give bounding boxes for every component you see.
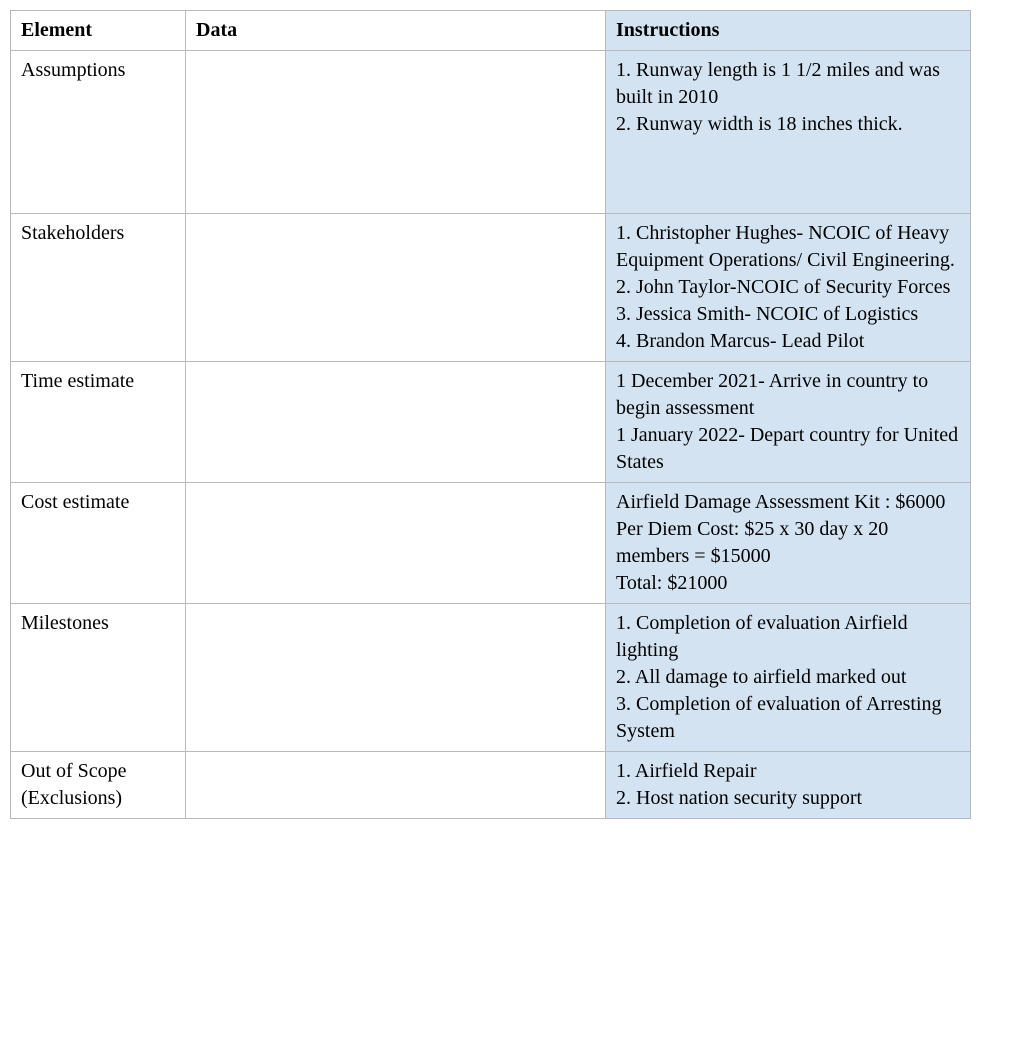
instructions-cell: 1. Completion of evaluation Airfield lig…	[606, 604, 971, 752]
instruction-line: Per Diem Cost: $25 x 30 day x 20 members…	[616, 516, 960, 570]
table-row-time_estimate: Time estimate 1 December 2021- Arrive in …	[11, 362, 971, 483]
instruction-line: 2. Runway width is 18 inches thick.	[616, 111, 960, 138]
data-cell	[186, 483, 606, 604]
instruction-line: 1. Runway length is 1 1/2 miles and was …	[616, 57, 960, 111]
table-row-stakeholders: Stakeholders 1. Christopher Hughes- NCOIC…	[11, 214, 971, 362]
table-row-milestones: Milestones 1. Completion of evaluation Ai…	[11, 604, 971, 752]
header-instructions: Instructions	[606, 11, 971, 51]
table-row-out_of_scope: Out of Scope (Exclusions) 1. Airfield Rep…	[11, 752, 971, 819]
instructions-cell: 1. Runway length is 1 1/2 miles and was …	[606, 51, 971, 214]
element-cell: Time estimate	[11, 362, 186, 483]
instruction-line: 1 January 2022- Depart country for Unite…	[616, 422, 960, 476]
element-cell: Assumptions	[11, 51, 186, 214]
data-cell	[186, 51, 606, 214]
table-row-assumptions: Assumptions 1. Runway length is 1 1/2 mil…	[11, 51, 971, 214]
instruction-line: 3. Completion of evaluation of Arresting…	[616, 691, 960, 745]
data-cell	[186, 214, 606, 362]
table-body: Assumptions 1. Runway length is 1 1/2 mil…	[11, 51, 971, 819]
instruction-line: 4. Brandon Marcus- Lead Pilot	[616, 328, 960, 355]
element-cell: Stakeholders	[11, 214, 186, 362]
header-element: Element	[11, 11, 186, 51]
element-cell: Out of Scope (Exclusions)	[11, 752, 186, 819]
instructions-cell: Airfield Damage Assessment Kit : $6000Pe…	[606, 483, 971, 604]
instruction-line: 1 December 2021- Arrive in country to be…	[616, 368, 960, 422]
instruction-line: 2. Host nation security support	[616, 785, 960, 812]
header-row: Element Data Instructions	[11, 11, 971, 51]
instruction-line: 1. Airfield Repair	[616, 758, 960, 785]
header-data: Data	[186, 11, 606, 51]
instructions-cell: 1 December 2021- Arrive in country to be…	[606, 362, 971, 483]
element-cell: Milestones	[11, 604, 186, 752]
instruction-line: 1. Christopher Hughes- NCOIC of Heavy Eq…	[616, 220, 960, 274]
table-row-cost_estimate: Cost estimate Airfield Damage Assessment …	[11, 483, 971, 604]
instructions-cell: 1. Airfield Repair2. Host nation securit…	[606, 752, 971, 819]
instruction-line: 3. Jessica Smith- NCOIC of Logistics	[616, 301, 960, 328]
instruction-line: Total: $21000	[616, 570, 960, 597]
instructions-cell: 1. Christopher Hughes- NCOIC of Heavy Eq…	[606, 214, 971, 362]
instruction-line: 2. John Taylor-NCOIC of Security Forces	[616, 274, 960, 301]
scoping-table: Element Data Instructions Assumptions 1. …	[10, 10, 971, 819]
instruction-line: 1. Completion of evaluation Airfield lig…	[616, 610, 960, 664]
data-cell	[186, 752, 606, 819]
data-cell	[186, 604, 606, 752]
instruction-line: Airfield Damage Assessment Kit : $6000	[616, 489, 960, 516]
element-cell: Cost estimate	[11, 483, 186, 604]
instruction-line: 2. All damage to airfield marked out	[616, 664, 960, 691]
data-cell	[186, 362, 606, 483]
